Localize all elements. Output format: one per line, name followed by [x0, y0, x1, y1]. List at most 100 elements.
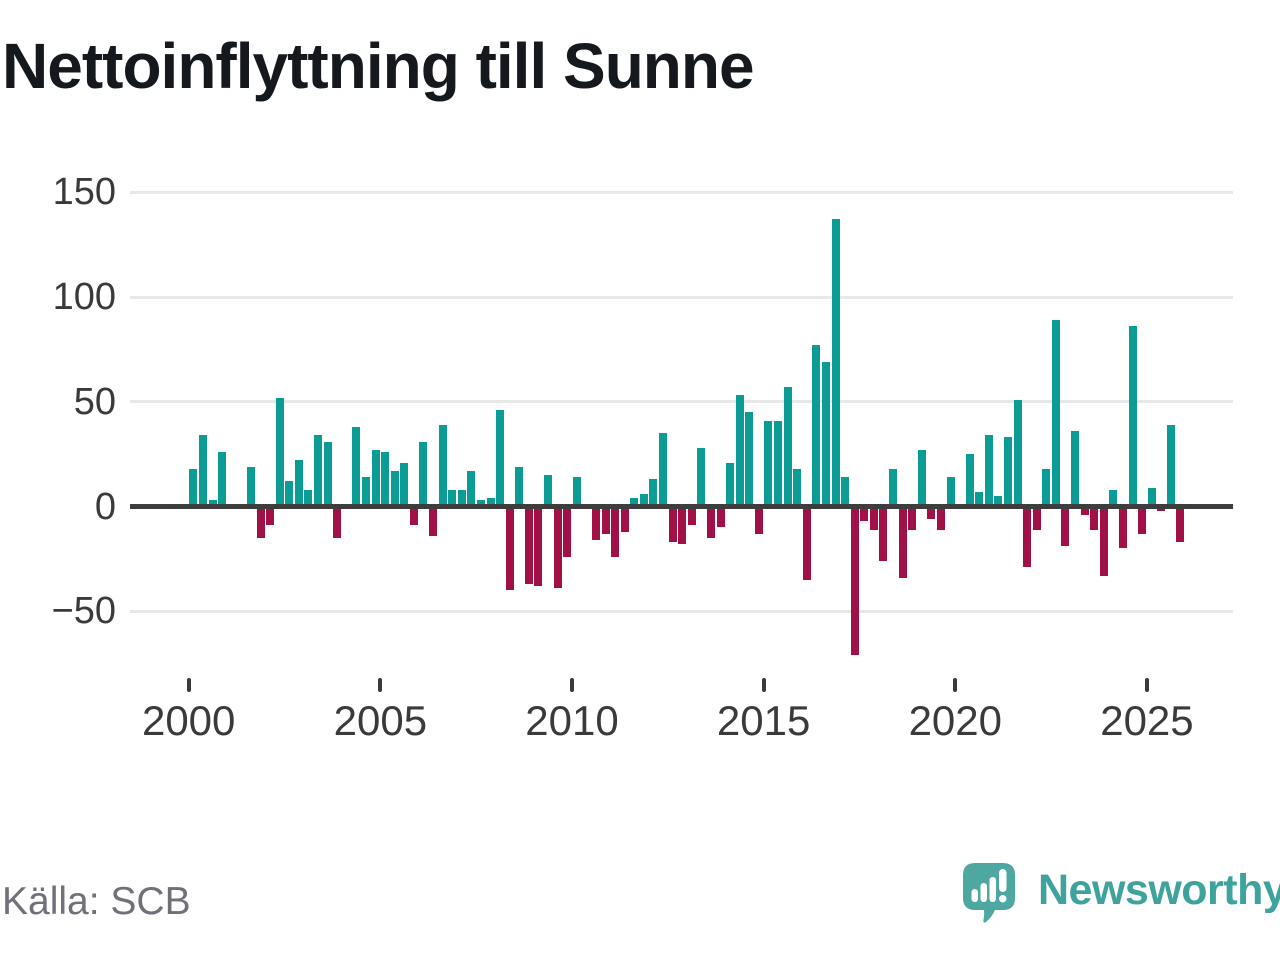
bar-2018-q1 — [879, 506, 888, 561]
bar-2014-q2 — [735, 395, 744, 507]
bar-2008-q1 — [496, 410, 505, 507]
bar-2012-q1 — [649, 479, 658, 507]
bar-2008-q4 — [524, 506, 533, 584]
gridline-150 — [130, 190, 1233, 194]
bar-2005-q4 — [409, 506, 418, 526]
bar-2014-q3 — [745, 412, 754, 507]
bar-2013-q2 — [697, 447, 706, 507]
bar-2009-q3 — [553, 506, 562, 589]
bar-2001-q3 — [246, 466, 255, 507]
speech-bubble-shape — [963, 863, 1015, 923]
bar-2024-q3 — [1128, 326, 1137, 507]
bar-2006-q4 — [448, 489, 457, 507]
bar-2016-q1 — [802, 506, 811, 580]
y-tick-label-50: 50 — [73, 380, 116, 423]
bar-2018-q3 — [898, 506, 907, 578]
bar-2023-q4 — [1099, 506, 1108, 576]
plot-area: 150 100 50 0 −50 2000 2005 2010 2015 2020 2025 — [51, 171, 1233, 744]
bar-2025-q3 — [1166, 424, 1175, 507]
gridline-100 — [130, 295, 1233, 299]
bar-2004-q3 — [361, 477, 370, 507]
bar-2021-q3 — [1013, 399, 1022, 507]
bar-2015-q1 — [764, 420, 773, 507]
bar-2012-q3 — [668, 506, 677, 543]
chart-title: Nettoinflyttning till Sunne — [2, 30, 755, 102]
bar-2020-q2 — [965, 454, 974, 507]
bar-2008-q3 — [515, 466, 524, 507]
bar-2020-q4 — [984, 435, 993, 507]
bar-2000-q3 — [208, 500, 217, 507]
x-tick-2000 — [186, 678, 191, 692]
bar-2017-q3 — [860, 506, 869, 522]
bar-2024-q2 — [1118, 506, 1127, 549]
y-tick-label--50: −50 — [51, 590, 116, 633]
bar-2011-q2 — [620, 506, 629, 532]
bar-2022-q2 — [1042, 468, 1051, 507]
bar-2019-q2 — [927, 506, 936, 520]
bar-2021-q1 — [994, 496, 1003, 507]
bar-2022-q1 — [1032, 506, 1041, 530]
x-tick-2005 — [378, 678, 383, 692]
bar-2024-q4 — [1138, 506, 1147, 534]
bar-2014-q4 — [754, 506, 763, 534]
x-tick-label-2005: 2005 — [333, 697, 428, 744]
bar-2006-q3 — [438, 424, 447, 507]
bar-2021-q4 — [1023, 506, 1032, 568]
bar-2023-q3 — [1090, 506, 1099, 530]
source-label: Källa: SCB — [2, 880, 191, 923]
bar-2011-q1 — [611, 506, 620, 557]
bar-2018-q4 — [908, 506, 917, 530]
bar-2023-q1 — [1071, 431, 1080, 507]
bar-2012-q4 — [678, 506, 687, 545]
bar-2004-q2 — [352, 426, 361, 507]
newsworthy-logo-icon — [963, 863, 1015, 923]
bar-2002-q4 — [294, 460, 303, 507]
bar-2016-q2 — [812, 345, 821, 507]
x-tick-2025 — [1144, 678, 1149, 692]
bar-2002-q3 — [285, 481, 294, 507]
y-tick-label-0: 0 — [94, 485, 116, 528]
x-tick-2010 — [570, 678, 574, 692]
bar-2019-q4 — [946, 477, 955, 507]
bar-2009-q1 — [534, 506, 543, 587]
bar-2015-q2 — [774, 420, 783, 507]
bar-2003-q4 — [333, 506, 342, 538]
bar-2008-q2 — [505, 506, 514, 591]
bar-2016-q4 — [831, 219, 840, 507]
zero-axis-line — [130, 504, 1233, 509]
bar-2017-q4 — [869, 506, 878, 530]
bar-2002-q2 — [275, 397, 284, 507]
bar-2025-q4 — [1176, 506, 1185, 543]
bar-2009-q2 — [544, 475, 553, 507]
bar-2000-q1 — [189, 468, 198, 507]
bar-2010-q3 — [591, 506, 600, 541]
x-tick-label-2020: 2020 — [908, 697, 1003, 744]
bar-2005-q2 — [390, 470, 399, 507]
bar-2019-q1 — [917, 449, 926, 507]
bar-2024-q1 — [1109, 489, 1118, 507]
bar-2000-q4 — [218, 452, 227, 507]
bar-2005-q1 — [381, 452, 390, 507]
bar-2005-q3 — [400, 462, 409, 507]
brand-lockup: Newsworthy — [960, 860, 1280, 928]
x-tick-label-2015: 2015 — [716, 697, 811, 744]
bar-2023-q2 — [1080, 506, 1089, 515]
bar-2020-q3 — [975, 491, 984, 507]
bar-2025-q1 — [1147, 487, 1156, 507]
bar-2011-q3 — [630, 498, 639, 507]
bar-2017-q1 — [841, 477, 850, 507]
bar-2019-q3 — [936, 506, 945, 530]
y-tick-label-100: 100 — [52, 276, 116, 318]
bar-2007-q4 — [486, 498, 495, 507]
x-tick-label-2000: 2000 — [141, 697, 236, 744]
bar-2015-q3 — [783, 387, 792, 507]
bar-2013-q3 — [706, 506, 715, 538]
brand-name: Newsworthy — [1038, 866, 1280, 914]
bar-2006-q2 — [429, 506, 438, 536]
x-tick-label-2010: 2010 — [525, 697, 619, 744]
bar-2010-q4 — [601, 506, 610, 534]
bar-2002-q1 — [266, 506, 275, 526]
bar-2007-q2 — [467, 470, 476, 507]
bar-2013-q1 — [687, 506, 696, 526]
